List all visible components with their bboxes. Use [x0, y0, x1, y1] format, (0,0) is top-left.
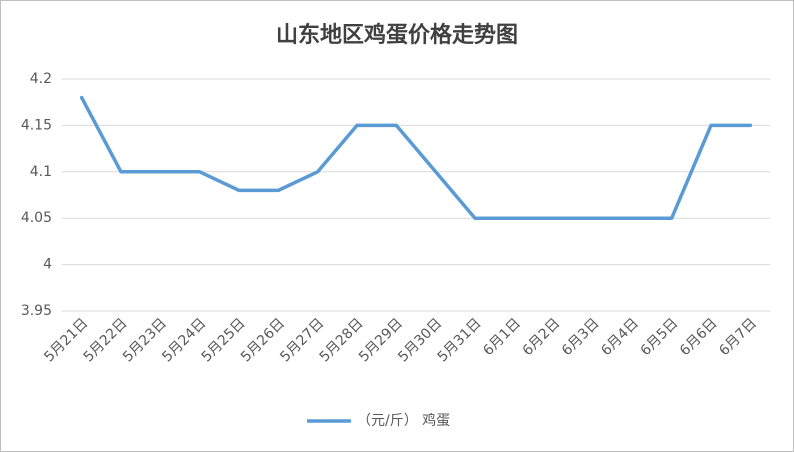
y-tick-label: 4.05 — [21, 210, 52, 226]
y-tick-label: 3.95 — [21, 303, 52, 319]
y-tick-label: 4.15 — [21, 117, 52, 133]
y-tick-label: 4 — [43, 257, 52, 273]
series-line — [79, 95, 753, 220]
chart-title: 山东地区鸡蛋价格走势图 — [276, 22, 518, 48]
y-tick-label: 4.1 — [30, 164, 52, 180]
legend-label: （元/斤） 鸡蛋 — [357, 412, 450, 429]
y-tick-label: 4.2 — [30, 71, 52, 87]
